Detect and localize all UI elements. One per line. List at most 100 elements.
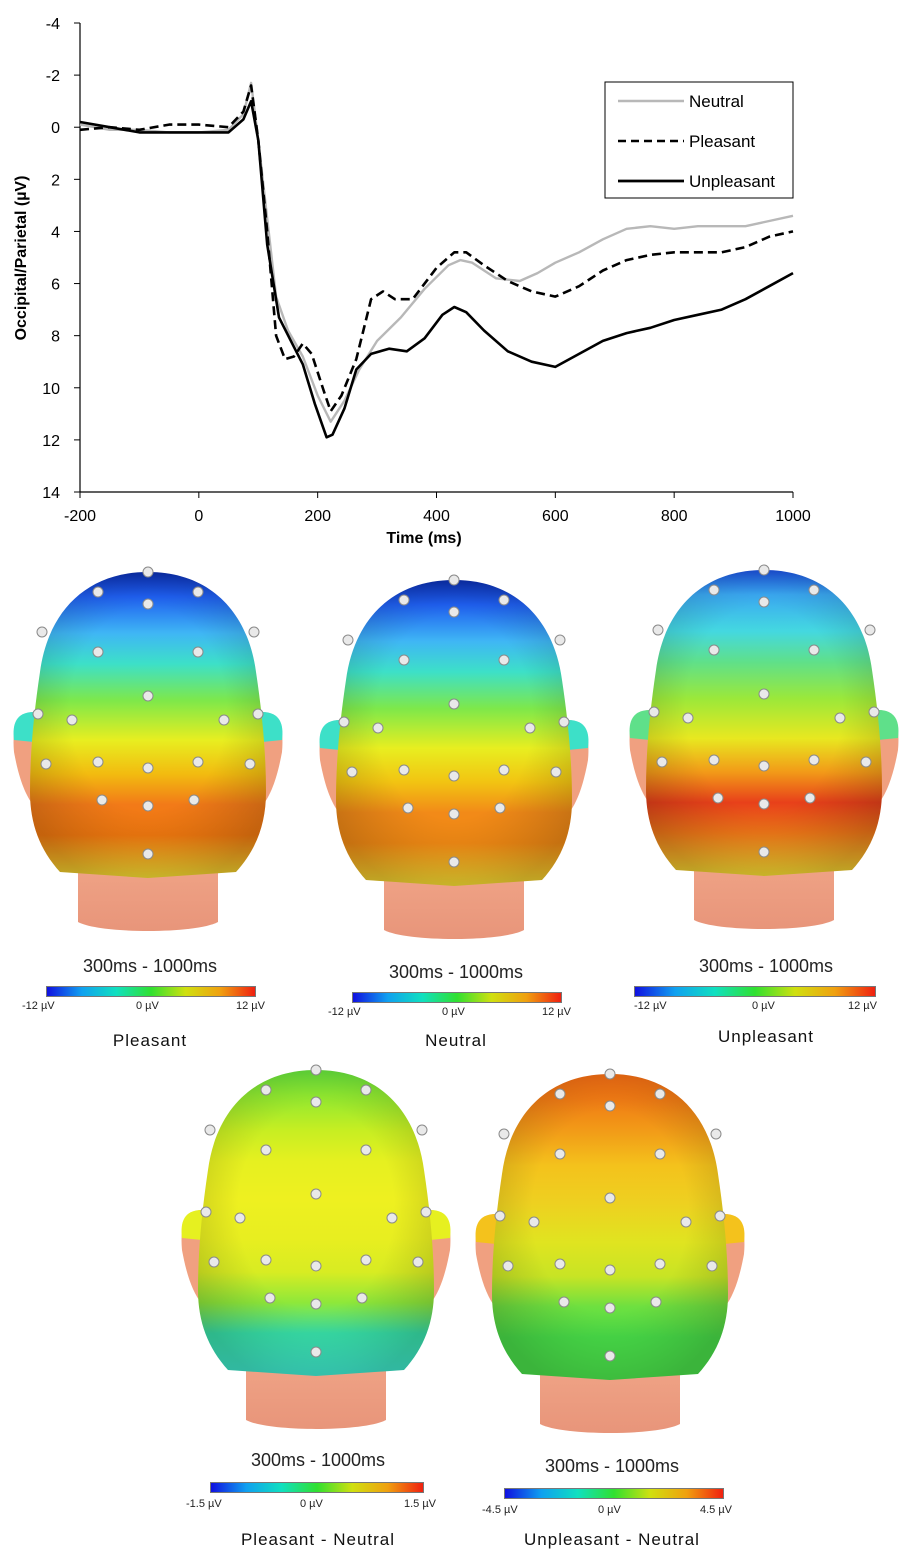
electrode-dot bbox=[528, 1216, 540, 1228]
electrode-dot bbox=[498, 654, 510, 666]
colorbar-min-label: -12 µV bbox=[328, 1006, 361, 1018]
electrode-dot bbox=[554, 634, 566, 646]
ear-left-cap bbox=[13, 712, 34, 742]
electrode-dot bbox=[448, 606, 460, 618]
y-tick-label: 12 bbox=[42, 433, 60, 450]
map-colorbar bbox=[504, 1488, 724, 1499]
electrode-dot bbox=[448, 770, 460, 782]
map-caption: Neutral bbox=[425, 1031, 487, 1050]
electrode-dot bbox=[448, 574, 460, 586]
head-map bbox=[181, 1064, 451, 1429]
colorbar-max-label: 1.5 µV bbox=[404, 1498, 437, 1510]
electrode-dot bbox=[416, 1124, 428, 1136]
electrode-dot bbox=[554, 1088, 566, 1100]
y-tick-label: 8 bbox=[51, 329, 60, 346]
map-time-window: 300ms - 1000ms bbox=[388, 962, 524, 982]
ear-right-cap bbox=[568, 720, 589, 750]
head-map bbox=[629, 564, 899, 929]
colorbar-min-label: -4.5 µV bbox=[482, 1504, 518, 1516]
electrode-dot bbox=[386, 1212, 398, 1224]
x-axis-title: Time (ms) bbox=[386, 530, 461, 547]
electrode-dot bbox=[604, 1264, 616, 1276]
electrode-dot bbox=[604, 1350, 616, 1362]
electrode-dot bbox=[498, 1128, 510, 1140]
x-tick-label: 200 bbox=[304, 508, 331, 525]
electrode-dot bbox=[554, 1148, 566, 1160]
electrode-dot bbox=[360, 1144, 372, 1156]
electrode-dot bbox=[656, 756, 668, 768]
electrode-dot bbox=[498, 594, 510, 606]
electrode-dot bbox=[808, 754, 820, 766]
electrode-dot bbox=[310, 1188, 322, 1200]
electrode-dot bbox=[808, 644, 820, 656]
electrode-dot bbox=[192, 586, 204, 598]
colorbar-mid-label: 0 µV bbox=[442, 1006, 465, 1018]
electrode-dot bbox=[652, 624, 664, 636]
electrode-dot bbox=[142, 762, 154, 774]
electrode-dot bbox=[142, 848, 154, 860]
scalp-shading bbox=[492, 1074, 728, 1380]
electrode-dot bbox=[604, 1068, 616, 1080]
x-tick-label: 600 bbox=[542, 508, 569, 525]
map-caption: Unpleasant bbox=[717, 1027, 814, 1046]
electrode-dot bbox=[710, 1128, 722, 1140]
ear-right-cap bbox=[430, 1210, 451, 1240]
electrode-dot bbox=[648, 706, 660, 718]
electrode-dot bbox=[604, 1100, 616, 1112]
map-time-window: 300ms - 1000ms bbox=[82, 956, 218, 976]
electrode-dot bbox=[708, 754, 720, 766]
scalp-shading bbox=[30, 572, 266, 878]
y-tick-label: 10 bbox=[42, 381, 60, 398]
colorbar-max-label: 12 µV bbox=[848, 1000, 877, 1012]
electrode-dot bbox=[66, 714, 78, 726]
map-colorbar bbox=[210, 1482, 424, 1493]
electrode-dot bbox=[372, 722, 384, 734]
electrode-dot bbox=[708, 644, 720, 656]
electrode-dot bbox=[338, 716, 350, 728]
electrode-dot bbox=[142, 800, 154, 812]
electrode-dot bbox=[708, 584, 720, 596]
electrode-dot bbox=[860, 756, 872, 768]
colorbar-min-label: -12 µV bbox=[22, 1000, 55, 1012]
electrode-dot bbox=[192, 756, 204, 768]
electrode-dot bbox=[310, 1298, 322, 1310]
y-tick-label: -4 bbox=[46, 16, 60, 33]
y-axis-title: Occipital/Parietal (µV) bbox=[13, 176, 30, 341]
map-caption: Pleasant bbox=[112, 1031, 188, 1050]
electrode-dot bbox=[142, 598, 154, 610]
ear-left-cap bbox=[319, 720, 340, 750]
electrode-dot bbox=[32, 708, 44, 720]
map-time-window: 300ms - 1000ms bbox=[544, 1456, 680, 1476]
electrode-dot bbox=[310, 1260, 322, 1272]
x-tick-label: 400 bbox=[423, 508, 450, 525]
map-caption: Pleasant - Neutral bbox=[240, 1530, 396, 1549]
colorbar-max-label: 12 µV bbox=[542, 1006, 571, 1018]
electrode-dot bbox=[558, 716, 570, 728]
electrode-dot bbox=[260, 1144, 272, 1156]
colorbar-min-label: -12 µV bbox=[634, 1000, 667, 1012]
electrode-dot bbox=[758, 760, 770, 772]
electrode-dot bbox=[654, 1148, 666, 1160]
x-tick-label: 800 bbox=[661, 508, 688, 525]
electrode-dot bbox=[342, 634, 354, 646]
ear-right-cap bbox=[878, 710, 899, 740]
electrode-dot bbox=[494, 1210, 506, 1222]
electrode-dot bbox=[758, 596, 770, 608]
colorbar-mid-label: 0 µV bbox=[136, 1000, 159, 1012]
electrode-dot bbox=[494, 802, 506, 814]
electrode-dot bbox=[758, 564, 770, 576]
electrode-dot bbox=[448, 808, 460, 820]
electrode-dot bbox=[680, 1216, 692, 1228]
chart-legend: Neutral Pleasant Unpleasant bbox=[604, 81, 794, 199]
electrode-dot bbox=[868, 706, 880, 718]
electrode-dot bbox=[248, 626, 260, 638]
electrode-dot bbox=[252, 708, 264, 720]
electrode-dot bbox=[40, 758, 52, 770]
electrode-dot bbox=[714, 1210, 726, 1222]
electrode-dot bbox=[208, 1256, 220, 1268]
series-layer bbox=[79, 81, 794, 439]
colorbar-max-label: 4.5 µV bbox=[700, 1504, 733, 1516]
head-map bbox=[319, 574, 589, 939]
topomap-pleasant-minus-neutral: 300ms - 1000ms -1.5 µV 0 µV 1.5 µV Pleas… bbox=[168, 1060, 468, 1555]
electrode-dot bbox=[192, 646, 204, 658]
